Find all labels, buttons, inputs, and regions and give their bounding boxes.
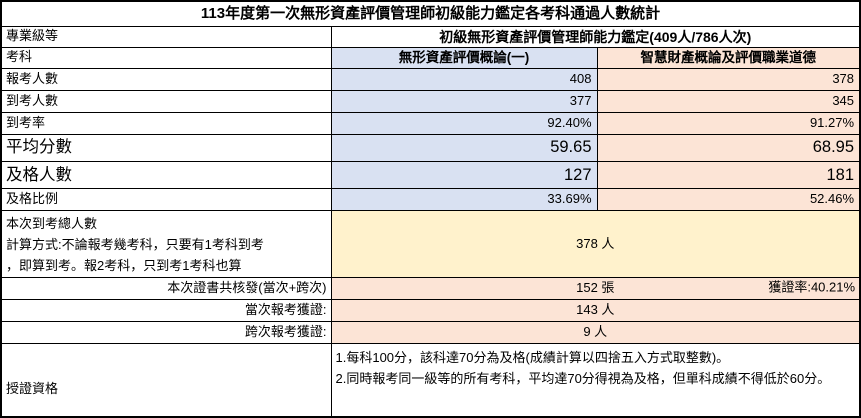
stat-label-attendance-rate: 到考率: [0, 111, 332, 136]
stat-value-subject2: 345: [596, 89, 861, 113]
stat-label-average-score: 平均分數: [0, 134, 332, 163]
subject-row-label: 考科: [0, 46, 332, 69]
stat-value-subject1: 59.65: [330, 134, 598, 163]
stat-label-pass-count: 及格人數: [0, 161, 332, 190]
qualification-rules: 1.每科100分，該科達70分為及格(成績計算以四捨五入方式取整數)。 2.同時…: [330, 343, 861, 418]
stat-value-subject1: 33.69%: [330, 188, 598, 212]
subject2-header: 智慧財產概論及評價職業道德: [596, 46, 861, 69]
attendance-total-label: 本次到考總人數 計算方式:不論報考幾考科，只要有1考科到考 ，即算到考。報2考科…: [0, 210, 332, 278]
stat-value-subject1: 127: [330, 161, 598, 190]
stat-value-subject2: 378: [596, 67, 861, 91]
attendance-total-label-line3: ，即算到考。報2考科，只到考1考科也算: [6, 257, 242, 273]
page-title: 113年度第一次無形資產評價管理師初級能力鑑定各考科通過人數統計: [0, 0, 861, 27]
cert-issued-value: 152 張: [576, 279, 615, 295]
stat-value-subject2: 181: [596, 161, 861, 190]
cert-issued-cell: 152 張 獲證率:40.21%: [330, 276, 861, 300]
attendance-total-label-line1: 本次到考總人數: [6, 215, 98, 231]
cert-rate-value: 獲證率:40.21%: [768, 279, 856, 295]
stat-value-subject1: 377: [330, 89, 598, 113]
cert-cross-label: 跨次報考獲證:: [0, 320, 332, 345]
attendance-total-label-line2: 計算方式:不論報考幾考科，只要有1考科到考: [6, 236, 264, 252]
qualification-label: 授證資格: [0, 343, 332, 418]
cert-issued-label: 本次證書共核發(當次+跨次): [0, 276, 332, 300]
stat-value-subject2: 91.27%: [596, 111, 861, 136]
stat-value-subject2: 52.46%: [596, 188, 861, 212]
stat-value-subject1: 92.40%: [330, 111, 598, 136]
cert-current-label: 當次報考獲證:: [0, 298, 332, 322]
stat-value-subject1: 408: [330, 67, 598, 91]
stat-label-registered: 報考人數: [0, 67, 332, 91]
cert-current-value: 143 人: [330, 298, 861, 322]
stat-value-subject2: 68.95: [596, 134, 861, 163]
subject1-header: 無形資產評價概論(一): [330, 46, 598, 69]
stat-label-pass-rate: 及格比例: [0, 188, 332, 212]
qualification-rule-1: 1.每科100分，該科達70分為及格(成績計算以四捨五入方式取整數)。: [335, 350, 730, 366]
level-label: 專業級等: [0, 25, 332, 48]
qualification-rule-2: 2.同時報考同一級等的所有考科，平均達70分得視為及格，但單科成績不得低於60分…: [335, 371, 831, 387]
level-value: 初級無形資產評價管理師能力鑑定(409人/786人次): [330, 25, 861, 48]
attendance-total-value: 378 人: [330, 210, 861, 278]
stat-label-attended: 到考人數: [0, 89, 332, 113]
cert-cross-value: 9 人: [330, 320, 861, 345]
